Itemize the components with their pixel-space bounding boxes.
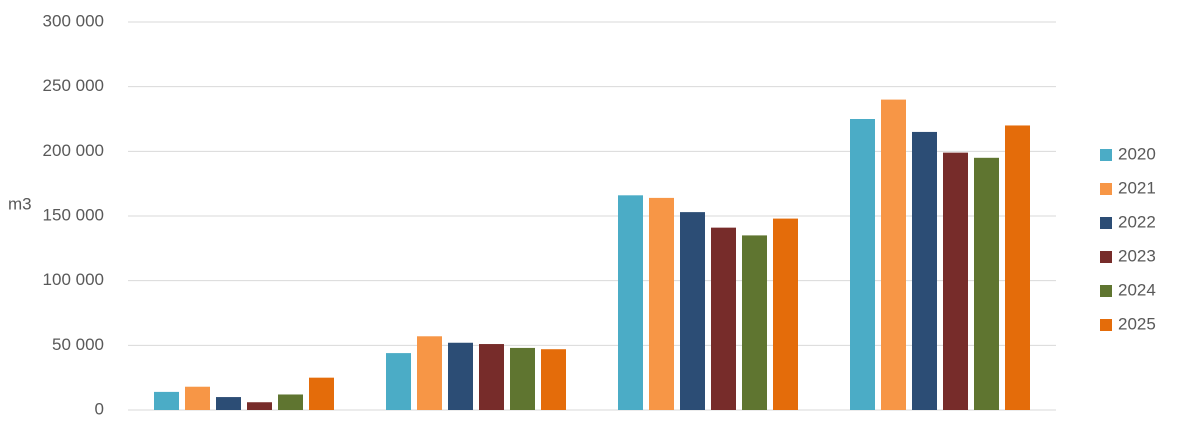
bar bbox=[974, 157, 999, 410]
legend-label: 2020 bbox=[1118, 144, 1156, 163]
bar bbox=[618, 195, 643, 410]
legend-swatch bbox=[1100, 183, 1112, 195]
legend-swatch bbox=[1100, 319, 1112, 331]
bar bbox=[417, 336, 442, 410]
bar bbox=[541, 349, 566, 410]
legend-swatch bbox=[1100, 285, 1112, 297]
bar bbox=[773, 218, 798, 410]
bar bbox=[386, 353, 411, 410]
bar bbox=[1005, 125, 1030, 410]
bar bbox=[185, 386, 210, 410]
legend-label: 2025 bbox=[1118, 314, 1156, 333]
y-tick-label: 150 000 bbox=[43, 205, 104, 224]
legend-label: 2024 bbox=[1118, 280, 1156, 299]
bar bbox=[649, 197, 674, 410]
legend-label: 2022 bbox=[1118, 212, 1156, 231]
legend-swatch bbox=[1100, 149, 1112, 161]
bar bbox=[912, 131, 937, 410]
bar bbox=[510, 347, 535, 410]
bar bbox=[278, 394, 303, 410]
bar bbox=[850, 119, 875, 410]
bar bbox=[154, 391, 179, 410]
bar bbox=[448, 342, 473, 410]
bar bbox=[216, 397, 241, 410]
bar bbox=[479, 344, 504, 410]
bar bbox=[943, 152, 968, 411]
y-tick-label: 50 000 bbox=[52, 335, 104, 354]
bar bbox=[711, 227, 736, 410]
bar bbox=[309, 377, 334, 410]
bar bbox=[247, 402, 272, 410]
y-tick-label: 0 bbox=[95, 399, 104, 418]
y-tick-label: 100 000 bbox=[43, 270, 104, 289]
bar bbox=[680, 212, 705, 410]
bar bbox=[742, 235, 767, 410]
bar bbox=[881, 99, 906, 410]
y-axis-label: m3 bbox=[8, 194, 32, 213]
y-tick-label: 300 000 bbox=[43, 11, 104, 30]
legend-swatch bbox=[1100, 251, 1112, 263]
legend-label: 2021 bbox=[1118, 178, 1156, 197]
y-tick-label: 200 000 bbox=[43, 141, 104, 160]
y-tick-label: 250 000 bbox=[43, 76, 104, 95]
legend-label: 2023 bbox=[1118, 246, 1156, 265]
legend-swatch bbox=[1100, 217, 1112, 229]
